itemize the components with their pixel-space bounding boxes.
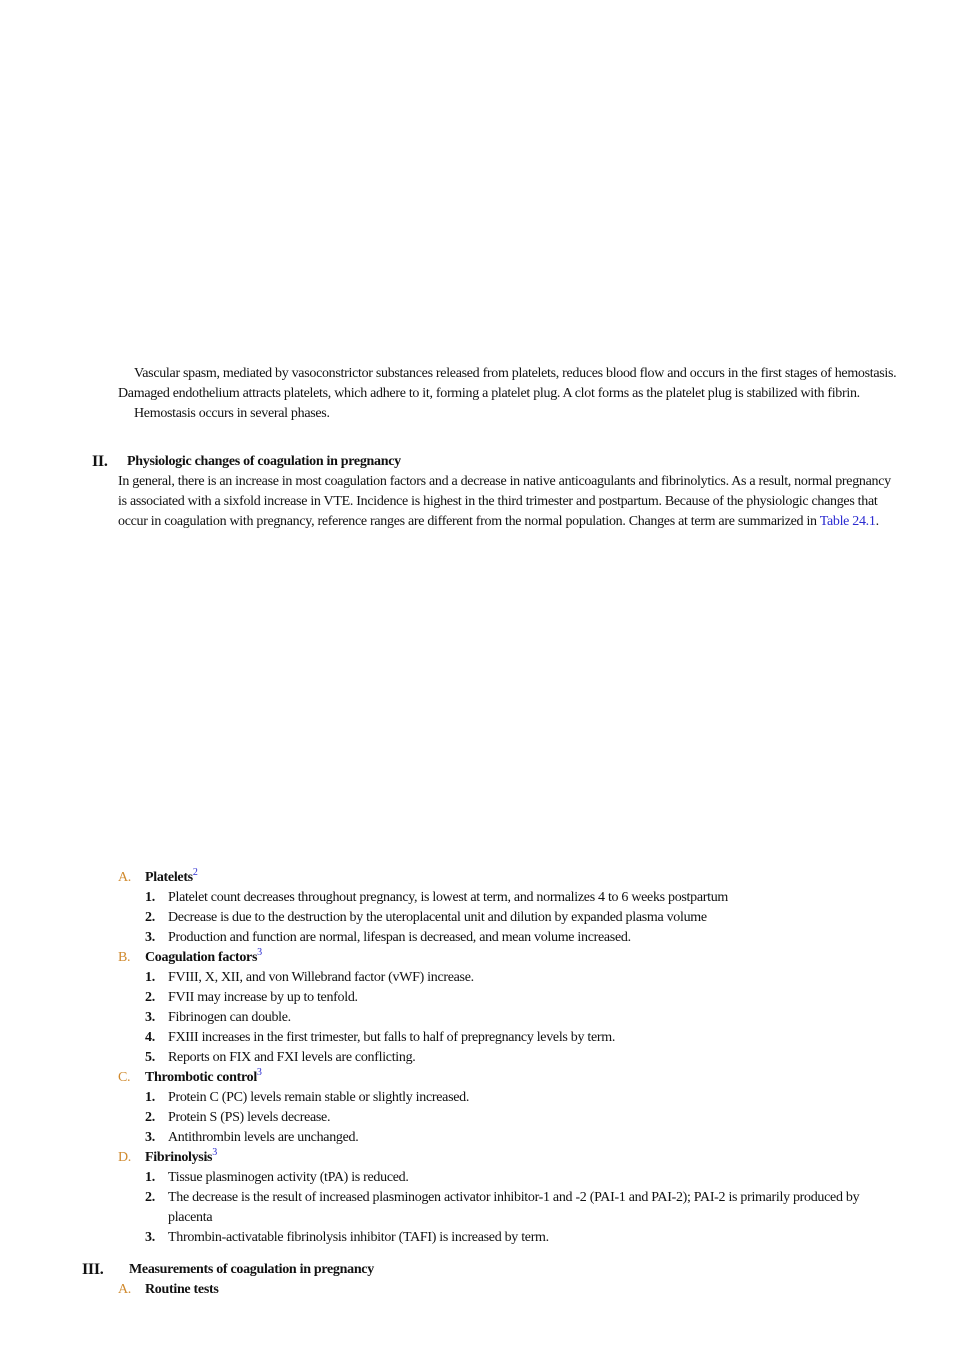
- item-number: 2.: [145, 990, 155, 1005]
- item-number: 1.: [145, 890, 155, 905]
- item-number: 5.: [145, 1050, 155, 1065]
- item-number: 2.: [145, 1110, 155, 1125]
- subsection-letter: C.: [118, 1070, 131, 1085]
- section-numeral: II.: [92, 453, 108, 470]
- body-text: .: [875, 514, 880, 529]
- list-item: 1. FVIII, X, XII, and von Willebrand fact…: [118, 968, 878, 988]
- item-text: Production and function are normal, life…: [168, 930, 631, 945]
- section-numeral: III.: [82, 1261, 104, 1278]
- subsection-heading: B. Coagulation factors3: [118, 948, 878, 968]
- subsection-title: Platelets: [145, 870, 193, 885]
- section-title: Measurements of coagulation in pregnancy: [129, 1262, 374, 1277]
- subsection-letter: D.: [118, 1150, 132, 1165]
- list-item: 3. Production and function are normal, li…: [118, 928, 878, 948]
- item-text: FVII may increase by up to tenfold.: [168, 990, 358, 1005]
- body-text: In general, there is an increase in most…: [118, 474, 891, 529]
- item-number: 1.: [145, 1090, 155, 1105]
- list-item: 4. FXIII increases in the first trimester…: [118, 1028, 878, 1048]
- item-text: Protein C (PC) levels remain stable or s…: [168, 1090, 470, 1105]
- list-item: 1. Protein C (PC) levels remain stable or…: [118, 1088, 878, 1108]
- intro: Vascular spasm, mediated by vasoconstric…: [118, 364, 902, 424]
- item-text: Platelet count decreases throughout preg…: [168, 890, 729, 905]
- item-number: 2.: [145, 910, 155, 925]
- item-text: The decrease is the result of increased …: [168, 1190, 860, 1225]
- list-item: 2. Decrease is due to the destruction by …: [118, 908, 878, 928]
- reference[interactable]: 3: [257, 947, 262, 958]
- subsection-title: Thrombotic control: [145, 1070, 257, 1085]
- subsection-title: Fibrinolysis: [145, 1150, 213, 1165]
- item-text: Protein S (PS) levels decrease.: [168, 1110, 331, 1125]
- item-number: 3.: [145, 930, 155, 945]
- list-item: 2. FVII may increase by up to tenfold.: [118, 988, 878, 1008]
- section-heading: II. Physiologic changes of coagulation in…: [92, 452, 820, 472]
- item-number: 3.: [145, 1010, 155, 1025]
- reference[interactable]: 3: [256, 1067, 262, 1078]
- list-item: 1. Tissue plasminogen activity (tPA) is r…: [118, 1168, 878, 1188]
- reference[interactable]: 2: [192, 867, 198, 878]
- subsection-title: Coagulation factors: [145, 950, 258, 965]
- subsection-title: Routine tests: [145, 1282, 219, 1297]
- subsection-heading: A. Routine tests: [118, 1280, 820, 1300]
- item-number: 3.: [145, 1130, 155, 1145]
- subsection-letter: A.: [118, 870, 132, 885]
- item-text: Decrease is due to the destruction by th…: [168, 910, 707, 925]
- section: III. Measurements of coagulation in pregn…: [82, 1260, 820, 1300]
- list-item: 3. Thrombin-activatable fibrinolysis inhi…: [118, 1228, 878, 1248]
- list-item: 1. Platelet count decreases throughout pr…: [118, 888, 878, 908]
- item-number: 4.: [145, 1030, 155, 1045]
- paragraph: Hemostasis occurs in several phases.: [134, 406, 330, 421]
- table-link[interactable]: Table 24.1: [819, 514, 876, 529]
- item-text: Fibrinogen can double.: [168, 1010, 291, 1025]
- section: II. Physiologic changes of coagulation in…: [92, 452, 891, 532]
- item-text: Antithrombin levels are unchanged.: [168, 1130, 359, 1145]
- subsection-heading: C. Thrombotic control3: [118, 1068, 878, 1088]
- item-text: FVIII, X, XII, and von Willebrand factor…: [168, 970, 474, 985]
- subsection-heading: D. Fibrinolysis3: [118, 1148, 878, 1168]
- item-number: 1.: [145, 1170, 155, 1185]
- list-item: 3. Antithrombin levels are unchanged.: [118, 1128, 878, 1148]
- paragraph: Vascular spasm, mediated by vasoconstric…: [118, 366, 897, 401]
- list-item: 3. Fibrinogen can double.: [118, 1008, 878, 1028]
- section-body: In general, there is an increase in most…: [118, 472, 892, 532]
- subsections: A. Platelets2 1. Platelet count decreases t…: [118, 868, 878, 1248]
- item-text: Reports on FIX and FXI levels are confli…: [168, 1050, 416, 1065]
- subsections: A. Routine tests: [118, 1280, 820, 1300]
- section-title: Physiologic changes of coagulation in pr…: [127, 454, 401, 469]
- section-heading: III. Measurements of coagulation in pregn…: [82, 1260, 820, 1280]
- subsection-letter: B.: [118, 950, 131, 965]
- item-number: 2.: [145, 1190, 155, 1205]
- item-text: Tissue plasminogen activity (tPA) is red…: [168, 1170, 409, 1185]
- item-number: 1.: [145, 970, 155, 985]
- subsection-letter: A.: [118, 1282, 132, 1297]
- list-item: 5. Reports on FIX and FXI levels are conf…: [118, 1048, 878, 1068]
- subsection-heading: A. Platelets2: [118, 868, 878, 888]
- list-item: 2. Protein S (PS) levels decrease.: [118, 1108, 878, 1128]
- reference[interactable]: 3: [212, 1147, 217, 1158]
- list-item: 2. The decrease is the result of increase…: [118, 1188, 878, 1228]
- item-number: 3.: [145, 1230, 155, 1245]
- item-text: FXIII increases in the first trimester, …: [168, 1030, 616, 1045]
- item-text: Thrombin-activatable fibrinolysis inhibi…: [168, 1230, 549, 1245]
